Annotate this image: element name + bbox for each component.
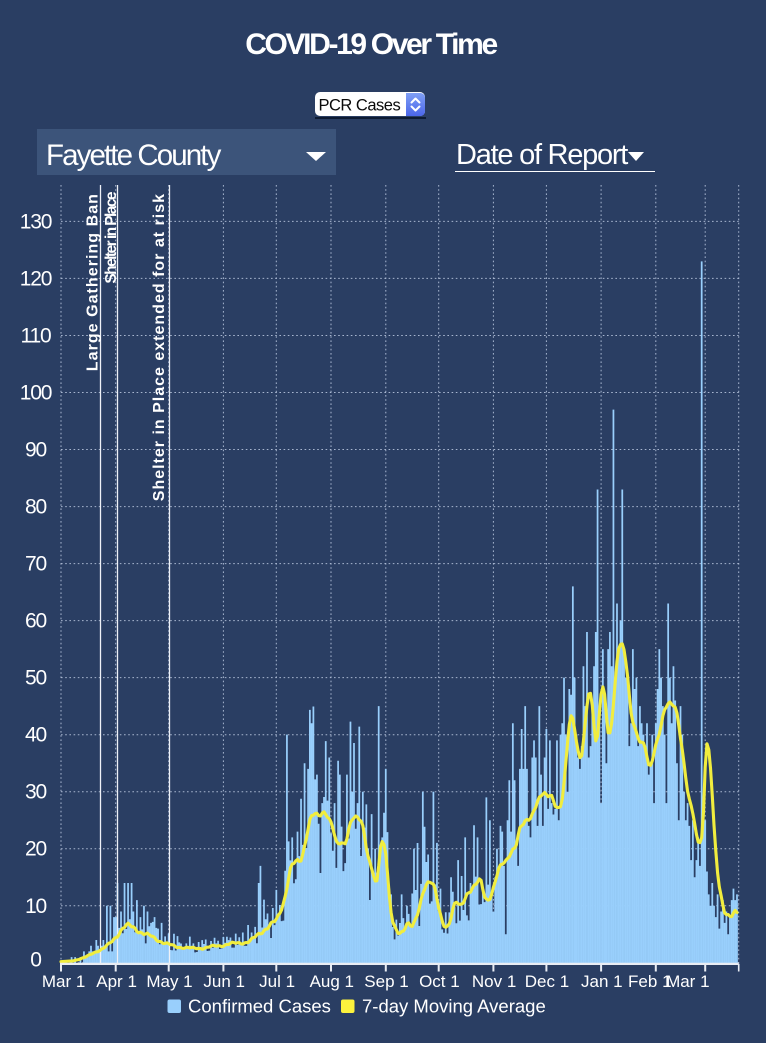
svg-text:Shelter in Place extended for: Shelter in Place extended for at risk: [151, 193, 168, 501]
svg-text:90: 90: [25, 439, 46, 462]
svg-text:100: 100: [20, 382, 52, 405]
svg-text:0: 0: [30, 948, 41, 971]
svg-text:40: 40: [25, 724, 46, 747]
svg-text:Shelter in Place: Shelter in Place: [103, 191, 120, 284]
svg-text:Jul 1: Jul 1: [259, 972, 295, 991]
svg-text:Aug 1: Aug 1: [310, 972, 354, 991]
svg-text:7-day Moving Average: 7-day Moving Average: [362, 996, 546, 1017]
svg-text:COVID-19 Over Time: COVID-19 Over Time: [245, 28, 497, 61]
svg-text:50: 50: [25, 667, 46, 690]
svg-text:May 1: May 1: [146, 972, 192, 991]
svg-text:PCR Cases: PCR Cases: [319, 97, 401, 115]
svg-text:Confirmed Cases: Confirmed Cases: [188, 996, 331, 1017]
svg-text:Dec 1: Dec 1: [525, 972, 569, 991]
svg-text:Mar 1: Mar 1: [42, 972, 85, 991]
svg-text:110: 110: [21, 325, 51, 348]
svg-text:Oct 1: Oct 1: [419, 972, 460, 991]
svg-text:80: 80: [25, 496, 46, 519]
svg-text:Sep 1: Sep 1: [364, 972, 408, 991]
svg-text:Apr 1: Apr 1: [96, 972, 137, 991]
svg-text:20: 20: [25, 838, 46, 861]
svg-text:Feb 1: Feb 1: [628, 972, 671, 991]
svg-text:Jun 1: Jun 1: [203, 972, 245, 991]
svg-text:120: 120: [20, 267, 52, 290]
svg-text:Fayette County: Fayette County: [46, 139, 222, 172]
svg-text:70: 70: [25, 553, 46, 576]
svg-text:10: 10: [25, 895, 46, 918]
svg-text:130: 130: [20, 210, 52, 233]
svg-text:Jan 1: Jan 1: [581, 972, 623, 991]
svg-text:Mar 1: Mar 1: [666, 972, 709, 991]
svg-text:Date of Report: Date of Report: [456, 139, 628, 171]
svg-text:Nov 1: Nov 1: [472, 972, 516, 991]
svg-text:30: 30: [25, 781, 46, 804]
svg-text:60: 60: [25, 610, 46, 633]
svg-text:Large Gathering Ban: Large Gathering Ban: [84, 193, 101, 371]
